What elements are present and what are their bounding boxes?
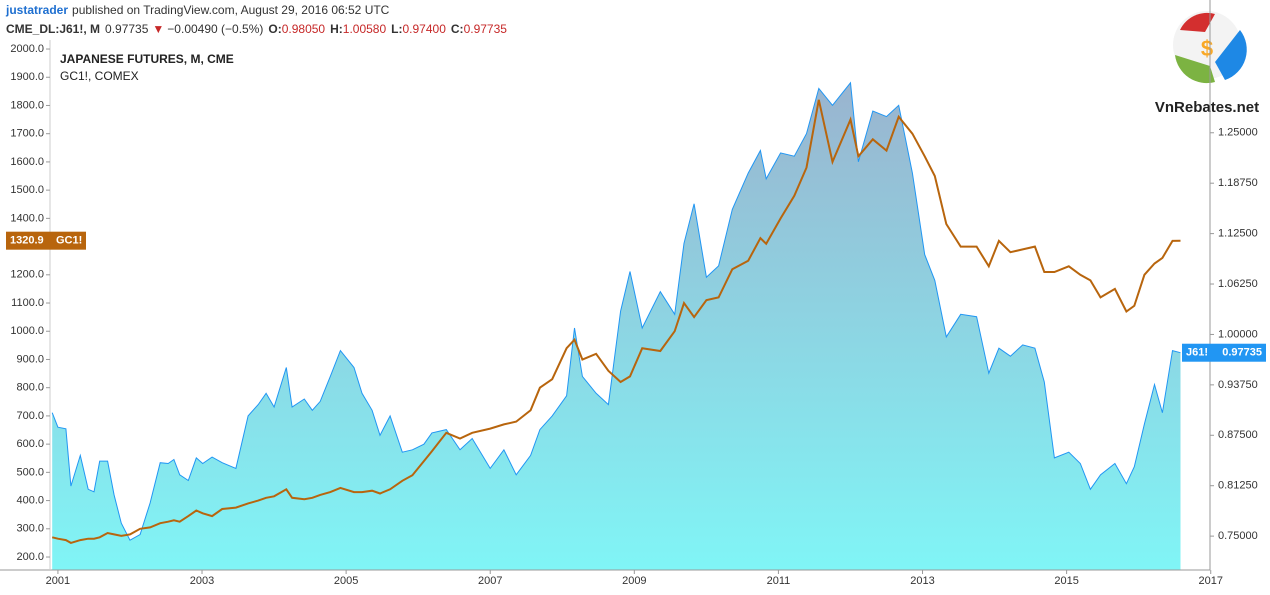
ohlc-key: O: — [268, 22, 281, 36]
x-tick-label: 2015 — [1054, 575, 1078, 587]
y-tick-label: 1900.0 — [10, 71, 44, 83]
y-tick-label: 1700.0 — [10, 128, 44, 140]
ohlc-value: 0.98050 — [282, 22, 326, 36]
y2-tick-label: 0.93750 — [1218, 379, 1258, 391]
tag-name: GC1! — [56, 235, 82, 247]
y-tick-label: 500.0 — [16, 466, 44, 478]
area-line — [51, 81, 1181, 541]
legend-entry: GC1!, COMEX — [60, 69, 139, 83]
y-tick-label: 1400.0 — [10, 212, 44, 224]
y2-tick-label: 1.25000 — [1218, 127, 1258, 139]
ohlc-key: H: — [330, 22, 343, 36]
plot-area — [51, 81, 1181, 571]
ohlc-key: L: — [391, 22, 402, 36]
logo: $ VnRebates.net — [1155, 11, 1259, 116]
y-tick-label: 700.0 — [16, 410, 44, 422]
y2-tick-label: 0.87500 — [1218, 429, 1258, 441]
x-tick-label: 2007 — [478, 575, 502, 587]
y2-tick-label: 1.12500 — [1218, 228, 1258, 240]
published: published on TradingView.com, August 29,… — [72, 3, 390, 17]
legend-entry: JAPANESE FUTURES, M, CME — [60, 52, 234, 66]
arrow: ▼ — [152, 22, 164, 36]
tag-value: 0.97735 — [1222, 347, 1262, 359]
y-tick-label: 400.0 — [16, 494, 44, 506]
logo-shape — [1180, 12, 1215, 32]
y2-tick-label: 0.75000 — [1218, 530, 1258, 542]
ohlc-key: C: — [451, 22, 464, 36]
change: −0.00490 (−0.5%) — [167, 22, 263, 36]
y-tick-label: 1600.0 — [10, 156, 44, 168]
logo-shape — [1175, 55, 1215, 84]
ohlc-value: 1.00580 — [343, 22, 387, 36]
y2-tick-label: 1.00000 — [1218, 328, 1258, 340]
area-fill — [52, 82, 1181, 571]
x-tick-label: 2013 — [910, 575, 934, 587]
ohlc-value: 0.97400 — [403, 22, 447, 36]
y-tick-label: 300.0 — [16, 523, 44, 535]
symbol: CME_DL:J61!, M — [6, 22, 100, 36]
y-tick-label: 2000.0 — [10, 43, 44, 55]
last: 0.97735 — [105, 22, 149, 36]
value-tag — [1182, 343, 1266, 362]
y-tick-label: 1800.0 — [10, 99, 44, 111]
logo-text: VnRebates.net — [1155, 99, 1259, 116]
y-tick-label: 1000.0 — [10, 325, 44, 337]
x-tick-label: 2001 — [46, 575, 70, 587]
line — [51, 99, 1181, 544]
x-tick-label: 2009 — [622, 575, 646, 587]
x-tick-label: 2005 — [334, 575, 358, 587]
y2-tick-label: 1.18750 — [1218, 177, 1258, 189]
y2-tick-label: 1.06250 — [1218, 278, 1258, 290]
y-tick-label: 800.0 — [16, 382, 44, 394]
symbol-line: CME_DL:J61!, M 0.97735 ▼ −0.00490 (−0.5%) O:… — [6, 22, 507, 36]
y-tick-label: 1500.0 — [10, 184, 44, 196]
y-tick-label: 1200.0 — [10, 269, 44, 281]
value-tag — [6, 231, 86, 250]
ohlc-value: 0.97735 — [464, 22, 508, 36]
x-tick-label: 2003 — [190, 575, 214, 587]
y-tick-label: 600.0 — [16, 438, 44, 450]
y2-tick-label: 0.81250 — [1218, 480, 1258, 492]
tag-name: J61! — [1186, 347, 1208, 359]
author: justatrader — [5, 3, 68, 17]
y-tick-label: 900.0 — [16, 353, 44, 365]
x-tick-label: 2017 — [1198, 575, 1222, 587]
header-line: justatrader published on TradingView.com,… — [5, 3, 390, 17]
y-tick-label: 1100.0 — [11, 297, 44, 309]
y-tick-label: 200.0 — [16, 551, 44, 563]
logo-shape — [1215, 30, 1247, 80]
x-tick-label: 2011 — [767, 575, 791, 587]
tag-value: 1320.9 — [10, 235, 44, 247]
logo-icon: $ — [1201, 36, 1213, 61]
